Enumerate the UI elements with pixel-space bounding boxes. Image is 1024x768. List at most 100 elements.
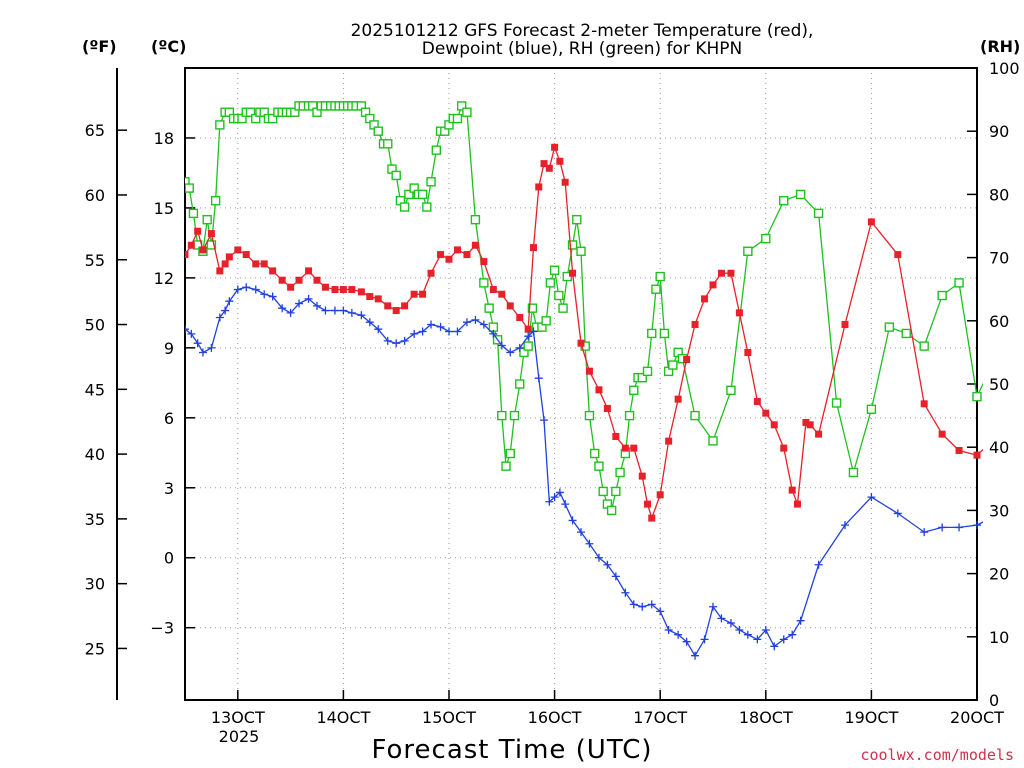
temperature-marker [463, 251, 471, 259]
fahrenheit-tick-label: 50 [85, 316, 105, 335]
temperature-marker [321, 283, 329, 291]
dewpoint-marker [185, 325, 189, 334]
dewpoint-marker [603, 560, 612, 569]
rh-tick-label: 20 [989, 565, 1009, 584]
temperature-marker [471, 241, 479, 249]
celsius-tick-label: 12 [154, 269, 174, 288]
temperature-marker [788, 486, 796, 494]
dewpoint-marker [374, 325, 383, 334]
time-tick-label: 18OCT [739, 708, 793, 727]
dewpoint-marker [187, 329, 196, 338]
time-tick-label: 14OCT [316, 708, 370, 727]
dewpoint-marker [365, 318, 374, 327]
temperature-marker [185, 251, 189, 259]
temperature-marker [529, 244, 537, 252]
rh-marker [391, 170, 401, 181]
dewpoint-marker [611, 572, 620, 581]
rh-marker [726, 385, 736, 396]
dewpoint-marker [304, 294, 313, 303]
dewpoint-marker [242, 283, 251, 292]
time-tick-label: 17OCT [633, 708, 687, 727]
dewpoint-marker [647, 600, 656, 609]
rh-tick-label: 30 [989, 501, 1009, 520]
rh-marker [761, 233, 771, 244]
rh-marker [606, 505, 617, 516]
temperature-marker [366, 293, 374, 301]
dewpoint-marker [664, 626, 673, 635]
temperature-marker [313, 276, 321, 284]
rh-marker [206, 240, 217, 250]
dewpoint-marker [506, 348, 515, 357]
rh-marker [659, 328, 670, 339]
rh-marker [509, 410, 520, 421]
dewpoint-marker [920, 528, 929, 537]
temperature-marker [187, 241, 195, 249]
dewpoint-marker [691, 651, 700, 660]
rh-marker [541, 316, 551, 326]
rh-marker [615, 467, 625, 478]
rh-marker [399, 202, 410, 212]
dewpoint-marker [357, 311, 366, 320]
temperature-marker [561, 178, 569, 186]
rh-marker [668, 360, 678, 370]
time-tick-label: 13OCT [211, 708, 265, 727]
gridlines [185, 68, 977, 700]
dewpoint-marker [436, 322, 445, 331]
temperature-marker [278, 276, 286, 284]
temperature-marker [709, 281, 717, 289]
dewpoint-marker [674, 630, 683, 639]
rh-marker [611, 486, 621, 497]
temperature-marker [595, 386, 603, 394]
rh-marker [848, 467, 859, 478]
temperature-marker [348, 286, 356, 294]
rh-marker [373, 126, 383, 136]
rh-marker [417, 189, 428, 200]
rh-marker [901, 328, 911, 339]
year-label: 2025 [219, 727, 260, 746]
dewpoint-marker [321, 306, 330, 315]
rh-marker [484, 303, 494, 313]
rh-marker [431, 145, 442, 155]
temperature-marker [815, 430, 823, 438]
dewpoint-marker [400, 336, 409, 345]
temperature-marker [287, 283, 295, 291]
dewpoint-marker [561, 500, 570, 509]
temperature-marker [295, 276, 303, 284]
dewpoint-line [185, 286, 983, 657]
rh-marker [972, 391, 982, 402]
rh-marker [210, 196, 221, 206]
celsius-unit-label: (ºC) [151, 37, 186, 56]
dewpoint-marker [515, 343, 524, 352]
dewpoint-marker [867, 493, 876, 502]
rh-axis: 0 10 20 30 40 50 60 70 80 90 100 [967, 59, 1020, 710]
dewpoint-marker [735, 626, 744, 635]
temperature-marker [630, 444, 638, 452]
fahrenheit-tick-label: 40 [85, 445, 105, 464]
dewpoint-marker [540, 416, 549, 425]
dewpoint-marker [814, 560, 823, 569]
temperature-marker [419, 290, 427, 298]
rh-marker [554, 290, 564, 301]
rh-marker [515, 379, 525, 389]
chart-title-line-1: 2025101212 GFS Forecast 2-meter Temperat… [351, 21, 814, 41]
temperature-marker [938, 430, 946, 438]
rh-tick-label: 50 [989, 375, 1009, 394]
rh-marker [188, 208, 199, 219]
dewpoint-marker [594, 553, 603, 562]
dewpoint-marker [427, 320, 436, 329]
temperature-marker [744, 349, 752, 357]
temperature-marker [506, 302, 514, 310]
dewpoint-marker [656, 607, 665, 616]
temperature-marker [955, 446, 963, 454]
rh-tick-label: 40 [989, 438, 1009, 457]
rh-tick-label: 10 [989, 628, 1009, 647]
dewpoint-marker [445, 327, 453, 336]
temperature-marker [207, 230, 215, 238]
chart-title-line-2: Dewpoint (blue), RH (green) for KHPN [422, 39, 742, 59]
rh-tick-label: 80 [989, 185, 1009, 204]
fahrenheit-unit-label: (ºF) [82, 37, 117, 56]
time-tick-label: 19OCT [844, 708, 898, 727]
rh-marker [655, 271, 665, 282]
rh-tick-label: 100 [989, 59, 1020, 78]
dewpoint-marker [410, 329, 419, 338]
